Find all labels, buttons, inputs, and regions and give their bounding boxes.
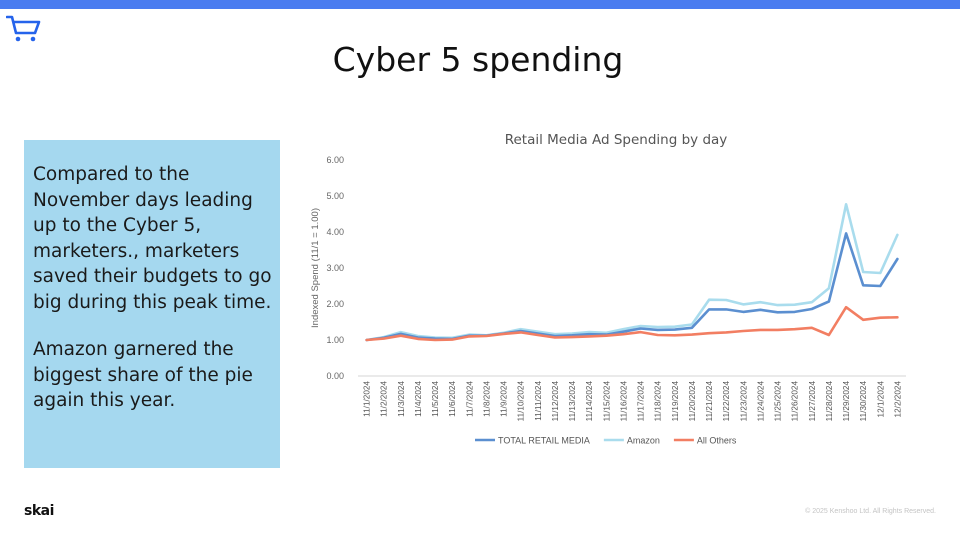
x-tick-label: 11/8/2024 bbox=[482, 381, 491, 417]
y-tick-label: 3.00 bbox=[326, 263, 344, 273]
y-tick-label: 1.00 bbox=[326, 335, 344, 345]
x-tick-label: 11/16/2024 bbox=[619, 381, 628, 422]
x-tick-label: 11/29/2024 bbox=[842, 381, 851, 422]
x-tick-label: 11/27/2024 bbox=[808, 381, 817, 422]
x-tick-label: 11/13/2024 bbox=[568, 381, 577, 422]
summary-textbox: Compared to the November days leading up… bbox=[24, 140, 280, 468]
y-tick-label: 0.00 bbox=[326, 371, 344, 381]
x-tick-label: 12/2/2024 bbox=[893, 381, 902, 418]
x-tick-label: 11/17/2024 bbox=[637, 381, 646, 422]
x-tick-label: 11/26/2024 bbox=[791, 381, 800, 422]
x-tick-label: 11/22/2024 bbox=[722, 381, 731, 422]
series-line-amazon bbox=[365, 203, 899, 342]
x-tick-label: 11/2/2024 bbox=[380, 381, 389, 417]
x-tick-label: 11/28/2024 bbox=[825, 381, 834, 422]
x-tick-label: 11/15/2024 bbox=[602, 381, 611, 422]
y-tick-label: 5.00 bbox=[326, 191, 344, 201]
x-tick-label: 11/6/2024 bbox=[448, 381, 457, 417]
y-tick-label: 6.00 bbox=[326, 155, 344, 165]
y-tick-label: 4.00 bbox=[326, 227, 344, 237]
x-tick-label: 11/18/2024 bbox=[654, 381, 663, 422]
slide-title: Cyber 5 spending bbox=[332, 40, 624, 79]
x-tick-label: 11/20/2024 bbox=[688, 381, 697, 422]
skai-logo: skai bbox=[24, 503, 54, 519]
shopping-cart-icon bbox=[6, 15, 41, 42]
x-tick-label: 11/9/2024 bbox=[500, 381, 509, 417]
x-tick-label: 11/4/2024 bbox=[414, 381, 423, 417]
x-tick-label: 11/3/2024 bbox=[397, 381, 406, 417]
x-tick-label: 11/14/2024 bbox=[585, 381, 594, 422]
legend-entry: Amazon bbox=[627, 436, 660, 446]
x-tick-label: 11/1/2024 bbox=[363, 381, 372, 417]
x-tick-label: 11/11/2024 bbox=[534, 381, 543, 421]
legend-entry: All Others bbox=[697, 436, 737, 446]
y-tick-label: 2.00 bbox=[326, 299, 344, 309]
series-line-all-others bbox=[365, 305, 899, 342]
x-tick-label: 11/21/2024 bbox=[705, 381, 714, 422]
summary-paragraph: Amazon garnered the biggest share of the… bbox=[33, 339, 253, 411]
series-line-total-retail-media bbox=[365, 232, 899, 342]
x-tick-label: 11/7/2024 bbox=[465, 381, 474, 417]
x-tick-label: 11/24/2024 bbox=[756, 381, 765, 422]
chart-title: Retail Media Ad Spending by day bbox=[505, 132, 728, 148]
x-tick-label: 12/1/2024 bbox=[876, 381, 885, 418]
legend-entry: TOTAL RETAIL MEDIA bbox=[498, 436, 590, 446]
x-tick-label: 11/23/2024 bbox=[739, 381, 748, 422]
x-tick-label: 11/25/2024 bbox=[774, 381, 783, 422]
x-tick-label: 11/12/2024 bbox=[551, 381, 560, 422]
x-tick-label: 11/10/2024 bbox=[517, 381, 526, 422]
top-accent-bar bbox=[0, 0, 960, 9]
x-tick-label: 11/5/2024 bbox=[431, 381, 440, 417]
line-chart: Retail Media Ad Spending by day 0.00 1.00 2… bbox=[310, 132, 906, 446]
summary-paragraph: Compared to the November days leading up… bbox=[33, 164, 272, 313]
copyright-text: © 2025 Kenshoo Ltd. All Rights Reserved. bbox=[805, 508, 936, 515]
y-axis-label: Indexed Spend (11/1 = 1.00) bbox=[310, 208, 321, 328]
x-tick-label: 11/19/2024 bbox=[671, 381, 680, 422]
x-tick-label: 11/30/2024 bbox=[859, 381, 868, 422]
